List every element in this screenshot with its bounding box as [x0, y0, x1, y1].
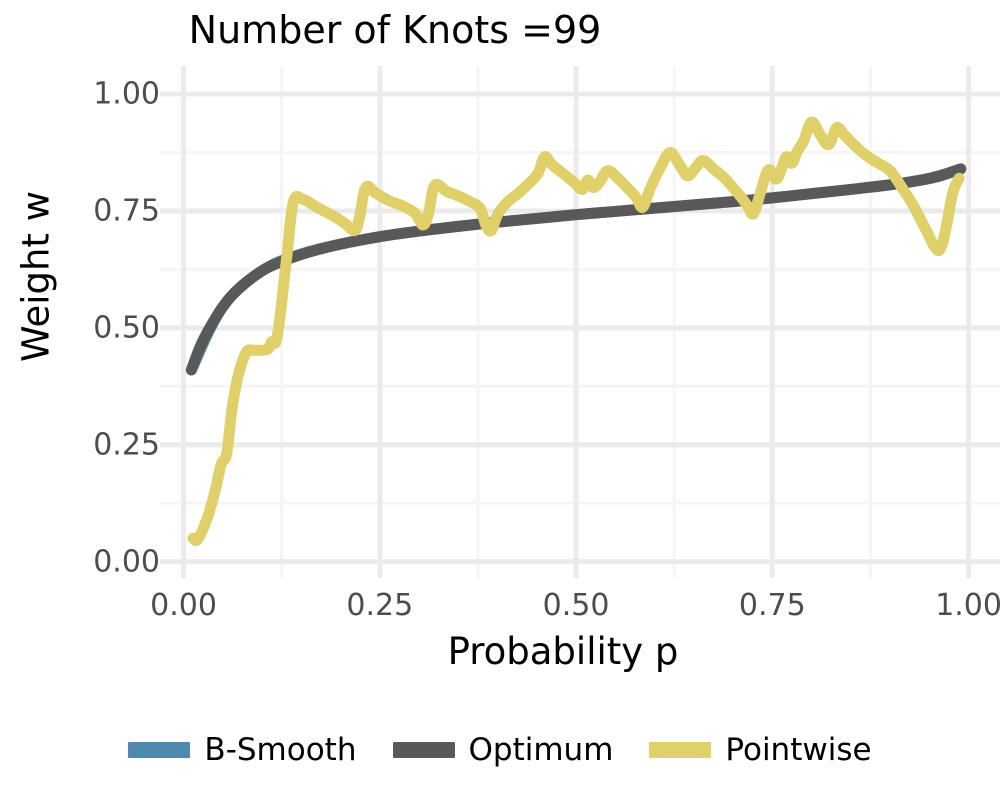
series-line-pointwise: [187, 116, 965, 547]
x-tick-label: 0.25: [346, 588, 414, 623]
chart-title: Number of Knots =99: [188, 8, 602, 52]
plot-area: [160, 66, 1000, 578]
legend-swatch-b-smooth: [128, 742, 191, 758]
x-tick-label: 0.50: [542, 588, 610, 623]
legend-item[interactable]: Optimum: [392, 732, 614, 768]
chart-legend: B-Smooth Optimum Pointwise: [0, 718, 1000, 782]
panel-background: [160, 66, 1000, 578]
x-axis-tick-labels: 0.00 0.25 0.50 0.75 1.00: [0, 588, 1000, 628]
plot-panel: [160, 66, 1000, 578]
legend-label: B-Smooth: [204, 732, 357, 768]
legend-swatch-optimum: [392, 742, 455, 758]
y-tick-label: 1.00: [93, 76, 160, 112]
x-tick-label: 1.00: [935, 588, 1000, 623]
y-tick-label: 0.75: [93, 193, 160, 229]
legend-swatch-pointwise: [649, 742, 712, 758]
x-tick-label: 0.00: [150, 588, 217, 623]
legend-label: Optimum: [468, 732, 614, 768]
y-tick-label: 0.50: [93, 310, 160, 346]
x-tick-label: 0.75: [738, 588, 806, 623]
series-line-optimum: [185, 163, 967, 376]
legend-label: Pointwise: [725, 732, 872, 768]
y-tick-label: 0.25: [93, 427, 160, 463]
y-tick-label: 0.00: [93, 544, 160, 580]
x-axis-title: Probability p: [447, 630, 679, 673]
legend-item[interactable]: B-Smooth: [128, 732, 357, 768]
y-axis-tick-labels: 0.00 0.25 0.50 0.75 1.00: [35, 0, 160, 800]
legend-item[interactable]: Pointwise: [649, 732, 872, 768]
